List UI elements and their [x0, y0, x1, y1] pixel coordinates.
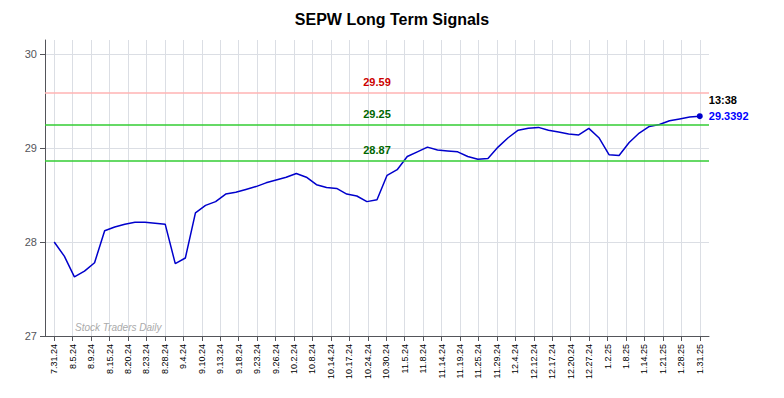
svg-text:1.28.25: 1.28.25	[676, 344, 686, 374]
svg-text:SEPW Long Term Signals: SEPW Long Term Signals	[295, 11, 489, 28]
svg-text:12.4.24: 12.4.24	[510, 344, 520, 374]
svg-text:10.30.24: 10.30.24	[381, 344, 391, 379]
svg-text:11.25.24: 11.25.24	[473, 344, 483, 378]
svg-text:8.20.24: 8.20.24	[123, 344, 133, 374]
svg-text:30: 30	[25, 48, 37, 60]
svg-text:12.12.24: 12.12.24	[529, 344, 539, 379]
svg-text:11.29.24: 11.29.24	[492, 344, 502, 378]
svg-text:11.8.24: 11.8.24	[418, 344, 428, 373]
svg-text:9.4.24: 9.4.24	[178, 344, 188, 369]
svg-text:12.27.24: 12.27.24	[584, 344, 594, 379]
svg-text:7.31.24: 7.31.24	[49, 344, 59, 374]
svg-text:28.87: 28.87	[363, 144, 391, 156]
svg-text:29: 29	[25, 142, 37, 154]
svg-text:9.13.24: 9.13.24	[215, 344, 225, 374]
svg-text:1.8.25: 1.8.25	[621, 344, 631, 369]
svg-text:11.19.24: 11.19.24	[455, 344, 465, 378]
svg-text:10.8.24: 10.8.24	[307, 344, 317, 374]
svg-text:8.28.24: 8.28.24	[160, 344, 170, 374]
svg-text:9.23.24: 9.23.24	[252, 344, 262, 374]
svg-text:9.26.24: 9.26.24	[271, 344, 281, 374]
svg-text:10.24.24: 10.24.24	[363, 344, 373, 379]
svg-text:10.17.24: 10.17.24	[344, 344, 354, 379]
svg-text:Stock Traders Daily: Stock Traders Daily	[75, 322, 163, 333]
svg-text:1.31.25: 1.31.25	[695, 344, 705, 374]
svg-text:8.15.24: 8.15.24	[105, 344, 115, 374]
svg-text:1.21.25: 1.21.25	[658, 344, 668, 374]
svg-text:10.14.24: 10.14.24	[326, 344, 336, 379]
svg-text:12.20.24: 12.20.24	[566, 344, 576, 379]
svg-text:9.10.24: 9.10.24	[197, 344, 207, 374]
svg-text:8.5.24: 8.5.24	[68, 344, 78, 369]
svg-text:10.2.24: 10.2.24	[289, 344, 299, 374]
svg-text:29.59: 29.59	[363, 76, 391, 88]
svg-text:8.9.24: 8.9.24	[86, 344, 96, 369]
svg-text:29.25: 29.25	[363, 108, 391, 120]
svg-text:8.23.24: 8.23.24	[141, 344, 151, 374]
svg-text:1.2.25: 1.2.25	[603, 344, 613, 369]
svg-text:28: 28	[25, 236, 37, 248]
svg-text:12.17.24: 12.17.24	[547, 344, 557, 379]
svg-text:29.3392: 29.3392	[709, 110, 749, 122]
svg-text:9.18.24: 9.18.24	[234, 344, 244, 374]
svg-text:11.14.24: 11.14.24	[437, 344, 447, 378]
svg-text:13:38: 13:38	[709, 94, 737, 106]
svg-text:1.14.25: 1.14.25	[639, 344, 649, 374]
svg-text:27: 27	[25, 330, 37, 342]
svg-text:11.5.24: 11.5.24	[400, 344, 410, 373]
